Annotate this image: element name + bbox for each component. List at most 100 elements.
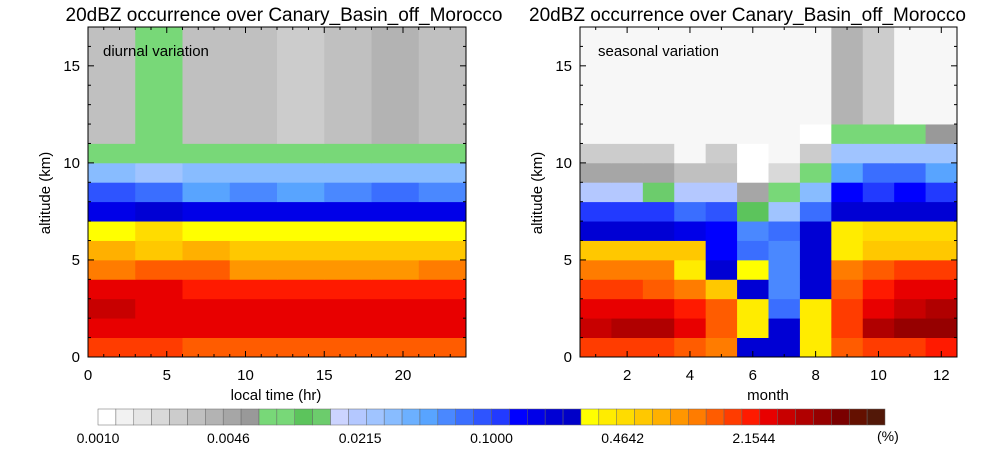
heatmap-cell <box>371 337 420 358</box>
heatmap-cell <box>580 221 612 241</box>
heatmap-cell <box>611 143 644 164</box>
y-tick-label: 5 <box>564 252 572 269</box>
heatmap-cell <box>135 182 183 203</box>
heatmap-cell <box>277 27 325 144</box>
heatmap-cell <box>371 27 420 144</box>
heatmap-cell <box>88 259 136 280</box>
heatmap-cell <box>737 221 769 241</box>
heatmap-cell <box>799 279 832 300</box>
seasonal-axes: 0 5 10 15 2 4 6 8 10 12 <box>555 26 958 384</box>
heatmap-cell <box>705 143 738 164</box>
heatmap-cell <box>862 298 895 319</box>
heatmap-cell <box>418 318 467 338</box>
heatmap-cell <box>229 182 278 203</box>
x-tick-label: 0 <box>84 367 92 384</box>
x-tick-label: 15 <box>316 367 333 384</box>
heatmap-cell <box>862 259 895 280</box>
heatmap-cell <box>88 143 136 164</box>
seasonal-cells <box>580 27 958 358</box>
x-tick-label: 10 <box>237 367 254 384</box>
heatmap-cell <box>418 162 467 183</box>
colorbar-swatch <box>473 408 492 426</box>
colorbar-swatch <box>741 408 761 426</box>
heatmap-cell <box>611 182 644 203</box>
heatmap-cell <box>894 298 926 319</box>
heatmap-cell <box>768 337 801 358</box>
x-tick-label: 12 <box>933 367 950 384</box>
heatmap-cell <box>182 201 231 222</box>
heatmap-cell <box>642 240 675 261</box>
heatmap-cell <box>642 259 675 280</box>
heatmap-cell <box>737 201 769 222</box>
heatmap-cell <box>182 318 231 338</box>
heatmap-cell <box>894 259 926 280</box>
colorbar-swatches <box>97 408 886 426</box>
heatmap-cell <box>611 318 644 338</box>
heatmap-cell <box>799 318 832 338</box>
seasonal-chart-title: 20dBZ occurrence over Canary_Basin_off_M… <box>529 5 966 26</box>
heatmap-cell <box>324 318 372 338</box>
heatmap-cell <box>799 298 832 319</box>
heatmap-cell <box>371 240 420 261</box>
heatmap-cell <box>862 27 895 125</box>
heatmap-cell <box>925 221 958 241</box>
heatmap-cell <box>862 182 895 203</box>
heatmap-cell <box>831 143 864 164</box>
diurnal-cells <box>88 27 467 358</box>
heatmap-cell <box>799 337 832 358</box>
heatmap-cell <box>768 221 801 241</box>
heatmap-cell <box>182 221 231 241</box>
heatmap-cell <box>580 201 612 222</box>
heatmap-cell <box>135 162 183 183</box>
heatmap-cell <box>925 27 958 125</box>
heatmap-cell <box>371 279 420 300</box>
colorbar: 0.0010 0.0046 0.0215 0.1000 0.4642 2.1544 (%) <box>77 408 899 446</box>
colorbar-swatch <box>115 408 135 426</box>
seasonal-panel: 20dBZ occurrence over Canary_Basin_off_M… <box>529 5 966 404</box>
heatmap-cell <box>737 298 769 319</box>
heatmap-cell <box>705 279 738 300</box>
heatmap-cell <box>674 162 707 183</box>
heatmap-cell <box>705 318 738 338</box>
heatmap-cell <box>705 124 738 144</box>
y-tick-label: 10 <box>555 155 572 172</box>
heatmap-cell <box>88 337 136 358</box>
heatmap-cell <box>371 182 420 203</box>
heatmap-cell <box>925 240 958 261</box>
colorbar-tick-label: 0.0215 <box>339 430 382 446</box>
heatmap-cell <box>580 124 612 144</box>
heatmap-cell <box>674 240 707 261</box>
heatmap-cell <box>862 124 895 144</box>
heatmap-cell <box>418 201 467 222</box>
heatmap-cell <box>925 298 958 319</box>
colorbar-swatch <box>97 408 117 426</box>
heatmap-cell <box>674 143 707 164</box>
y-tick-label: 0 <box>72 349 80 366</box>
heatmap-cell <box>277 182 325 203</box>
x-tick-label: 4 <box>686 367 694 384</box>
heatmap-cell <box>705 221 738 241</box>
heatmap-cell <box>925 279 958 300</box>
colorbar-unit-label: (%) <box>877 428 899 444</box>
colorbar-swatch <box>491 408 510 426</box>
heatmap-cell <box>371 201 420 222</box>
heatmap-cell <box>768 143 801 164</box>
heatmap-cell <box>894 221 926 241</box>
heatmap-cell <box>737 182 769 203</box>
heatmap-cell <box>611 259 644 280</box>
heatmap-cell <box>135 240 183 261</box>
heatmap-cell <box>862 337 895 358</box>
heatmap-cell <box>135 279 183 300</box>
colorbar-swatch <box>455 408 474 426</box>
heatmap-cell <box>799 27 832 125</box>
diurnal-annotation: diurnal variation <box>103 43 209 60</box>
heatmap-cell <box>135 201 183 222</box>
colorbar-swatch <box>562 408 582 426</box>
heatmap-cell <box>768 298 801 319</box>
heatmap-cell <box>229 201 278 222</box>
heatmap-cell <box>768 259 801 280</box>
heatmap-cell <box>862 318 895 338</box>
heatmap-cell <box>831 221 864 241</box>
colorbar-swatch <box>205 408 224 426</box>
heatmap-cell <box>277 279 325 300</box>
